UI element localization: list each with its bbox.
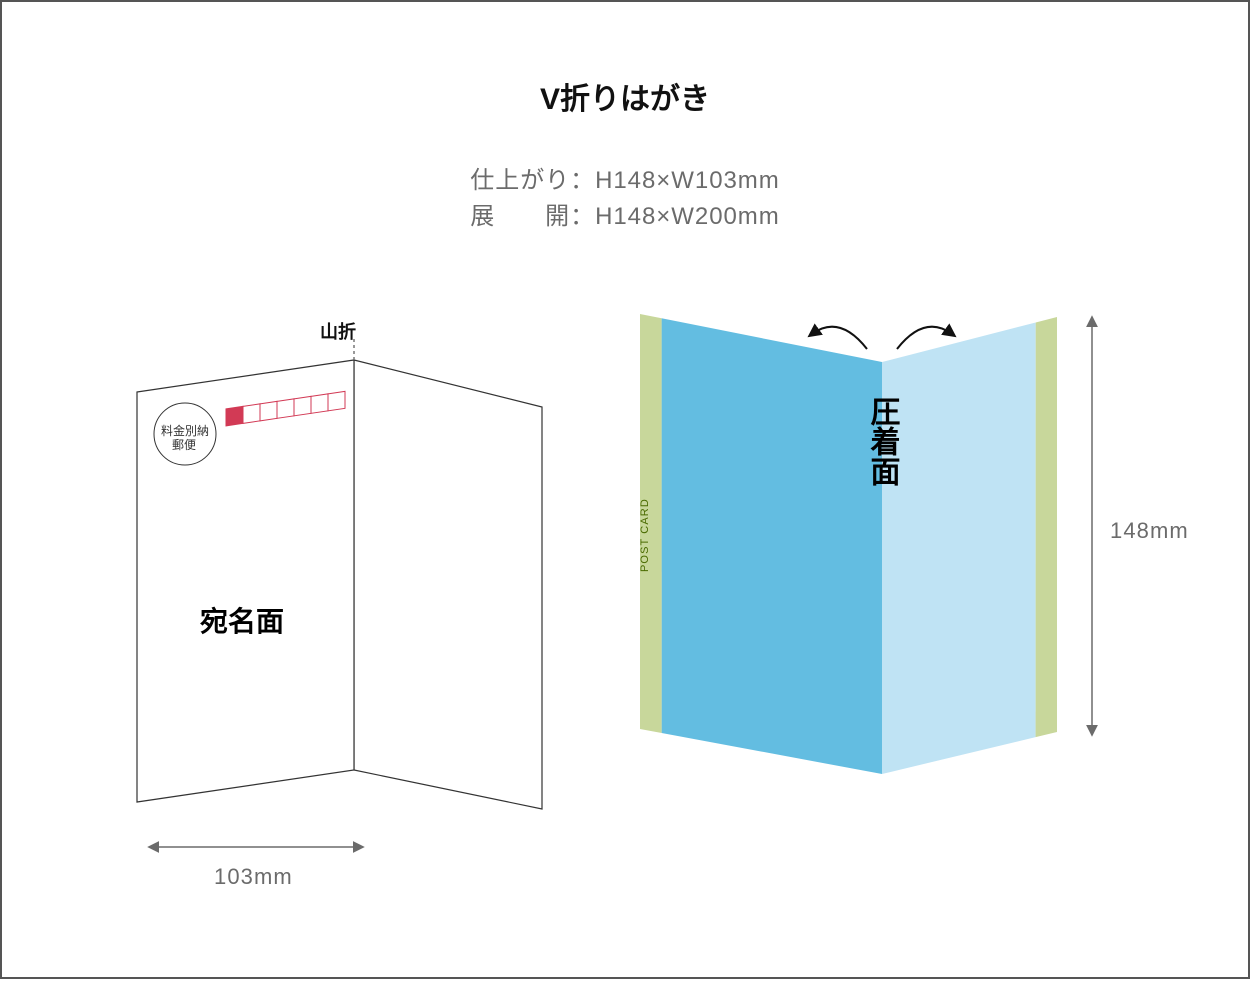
address-face-label: 宛名面	[200, 600, 284, 640]
dim-width-label: 103mm	[214, 864, 293, 890]
postcard-tab-text: POST CARD	[639, 498, 651, 572]
postcard-diagram	[2, 2, 1250, 981]
adhesion-face-label: 圧着面	[864, 396, 899, 486]
stamp-text-line2: 郵便	[172, 436, 196, 453]
back-card	[640, 314, 1057, 774]
diagram-frame: V折りはがき 仕上がり：H148×W103mm 展 開：H148×W200mm	[0, 0, 1250, 979]
front-card	[137, 339, 542, 809]
dim-height-label: 148mm	[1110, 518, 1189, 544]
fold-label: 山折	[320, 318, 356, 344]
